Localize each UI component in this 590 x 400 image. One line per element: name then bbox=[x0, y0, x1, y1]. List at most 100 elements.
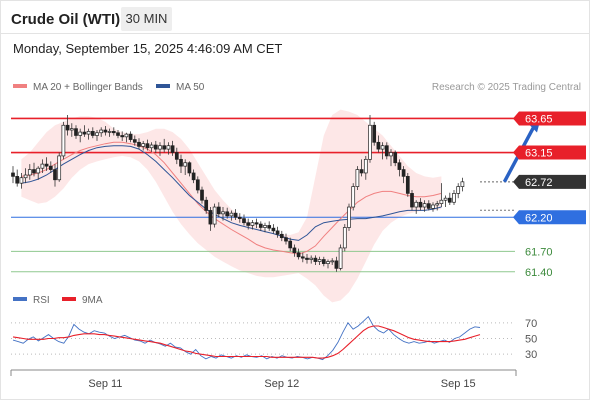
candle bbox=[78, 128, 83, 143]
candle bbox=[250, 219, 255, 230]
svg-text:62.20: 62.20 bbox=[525, 212, 553, 224]
candle bbox=[397, 159, 402, 177]
candle bbox=[393, 150, 398, 167]
candle bbox=[158, 142, 162, 156]
ma20-line bbox=[21, 141, 442, 255]
candle bbox=[53, 164, 57, 187]
ma9-legend-label: 9MA bbox=[82, 295, 103, 306]
candle bbox=[334, 256, 339, 272]
candle bbox=[330, 258, 335, 265]
candle bbox=[166, 142, 171, 155]
rsi-tick-label: 30 bbox=[525, 349, 537, 361]
candle bbox=[267, 221, 272, 231]
candle bbox=[103, 125, 108, 136]
candle bbox=[132, 135, 137, 146]
candle bbox=[347, 203, 351, 231]
candle bbox=[187, 161, 192, 177]
interval-button[interactable]: 30 MIN bbox=[121, 7, 172, 31]
candle bbox=[359, 159, 364, 177]
candle bbox=[216, 202, 221, 218]
timestamp: Monday, September 15, 2025 4:46:09 AM CE… bbox=[13, 41, 283, 56]
candle bbox=[204, 196, 209, 214]
x-tick-label: Sep 12 bbox=[264, 378, 299, 390]
level-labels: 63.65 63.15 62.72 62.20 61.70 61.40 bbox=[513, 111, 586, 279]
candle bbox=[221, 207, 225, 221]
candle bbox=[418, 198, 423, 211]
candle bbox=[40, 159, 45, 173]
9ma-line bbox=[12, 325, 481, 359]
candle bbox=[65, 115, 70, 136]
candle bbox=[229, 210, 234, 221]
level-label-63-15: 63.15 bbox=[513, 145, 586, 160]
level-label-62-72: 62.72 bbox=[513, 174, 586, 189]
ma50-legend-swatch bbox=[156, 84, 170, 88]
candle bbox=[162, 138, 167, 153]
candle bbox=[137, 138, 141, 150]
candle bbox=[36, 166, 41, 180]
candle bbox=[338, 244, 343, 271]
ma50-legend-label: MA 50 bbox=[176, 82, 205, 93]
candle bbox=[170, 140, 175, 156]
candle bbox=[69, 123, 74, 137]
header-divider bbox=[0, 33, 590, 34]
candle bbox=[208, 207, 213, 231]
x-tick-label: Sep 15 bbox=[441, 378, 476, 390]
svg-text:62.72: 62.72 bbox=[525, 177, 553, 189]
candle bbox=[191, 169, 196, 184]
candle bbox=[128, 131, 133, 143]
rsi-tick-label: 70 bbox=[525, 318, 537, 330]
moving-averages bbox=[21, 141, 442, 255]
candle bbox=[141, 140, 146, 151]
candle bbox=[435, 200, 440, 211]
ma50-line bbox=[21, 145, 442, 241]
candle bbox=[233, 209, 238, 220]
candle bbox=[368, 115, 372, 163]
candle bbox=[460, 177, 465, 192]
candle bbox=[309, 255, 314, 264]
research-credit: Research © 2025 Trading Central bbox=[432, 82, 581, 93]
candle bbox=[145, 139, 150, 151]
candle bbox=[355, 166, 360, 190]
candle bbox=[296, 248, 301, 260]
instrument-title: Crude Oil (WTI) bbox=[11, 11, 121, 28]
rsi-legend-label: RSI bbox=[33, 295, 50, 306]
candle bbox=[212, 203, 217, 228]
candle bbox=[254, 218, 259, 229]
rsi-tick-label: 50 bbox=[525, 334, 537, 346]
candle bbox=[405, 172, 410, 197]
candle bbox=[19, 172, 24, 189]
level-label-62-20: 62.20 bbox=[513, 210, 586, 225]
level-label-61-70: 61.70 bbox=[525, 246, 553, 258]
candle bbox=[275, 226, 280, 238]
svg-text:61.70: 61.70 bbox=[525, 246, 553, 258]
candle bbox=[107, 128, 112, 137]
candle bbox=[95, 130, 99, 141]
candle bbox=[452, 190, 456, 205]
candle bbox=[57, 152, 62, 182]
candle bbox=[90, 127, 95, 139]
candle bbox=[447, 192, 452, 205]
candle bbox=[48, 161, 53, 173]
bollinger-band-fill bbox=[21, 109, 442, 303]
candle bbox=[27, 164, 32, 180]
candle bbox=[246, 218, 251, 230]
candle bbox=[99, 127, 104, 137]
candle bbox=[456, 183, 461, 199]
candle bbox=[15, 169, 20, 187]
candle bbox=[380, 142, 385, 160]
candle bbox=[376, 135, 381, 153]
candle bbox=[300, 252, 305, 263]
ma20-legend-label: MA 20 + Bollinger Bands bbox=[33, 82, 143, 93]
candle bbox=[363, 155, 368, 180]
rsi-panel: 70 50 30 bbox=[11, 315, 537, 361]
candle bbox=[242, 214, 246, 226]
bollinger-bands bbox=[21, 109, 442, 303]
candle bbox=[292, 244, 297, 257]
ma9-legend-swatch bbox=[62, 297, 76, 301]
candle bbox=[351, 183, 356, 211]
x-axis: Sep 11 Sep 12 Sep 15 bbox=[10, 369, 517, 390]
candle bbox=[317, 256, 322, 265]
candle bbox=[279, 230, 284, 242]
level-label-63-65: 63.65 bbox=[513, 111, 586, 126]
